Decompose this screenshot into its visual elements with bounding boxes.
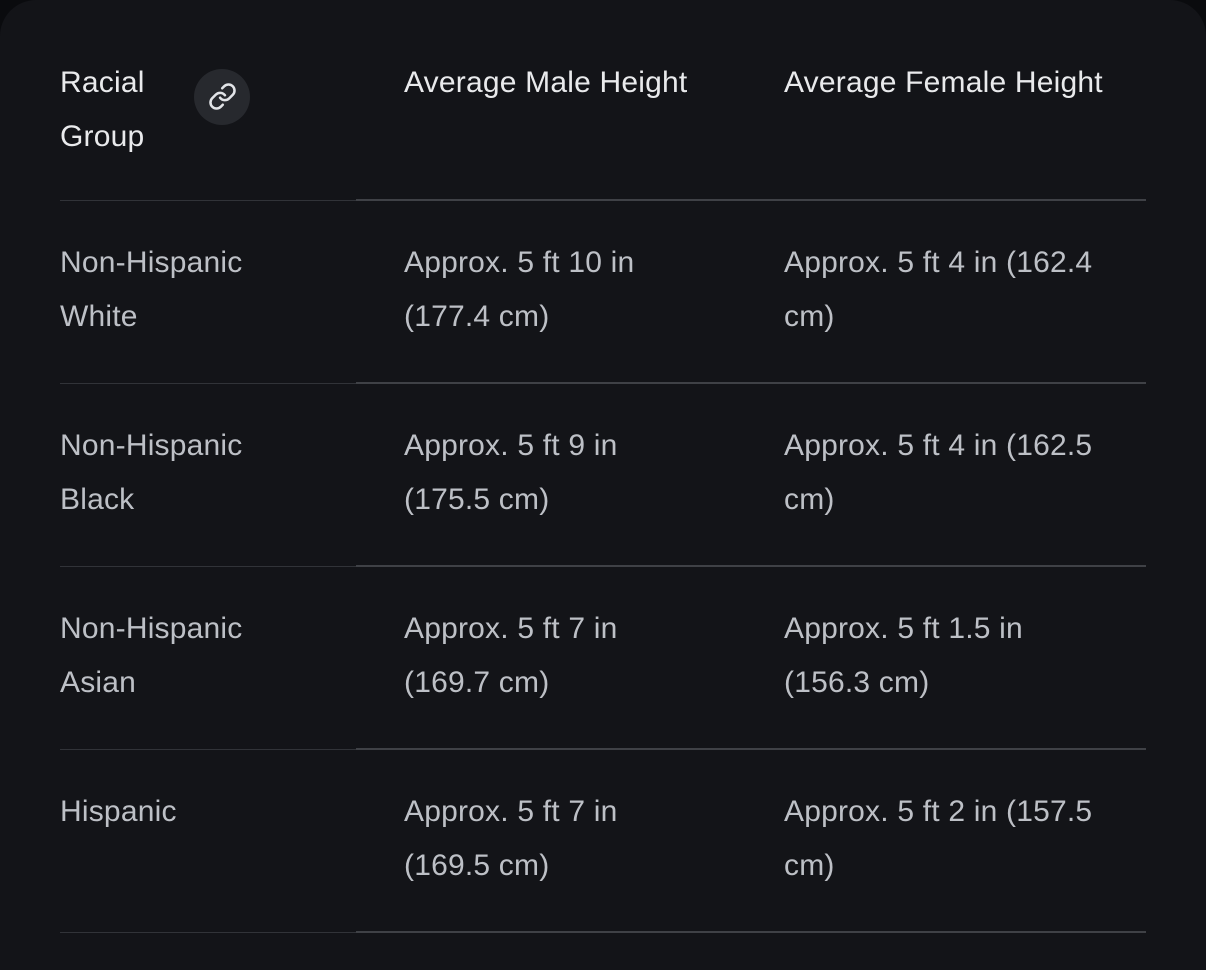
table-cell-male: Approx. 5 ft 7 in (169.7 cm) [356,567,736,750]
column-header-racial-group: Racial Group [60,0,356,201]
table-cell-group: Non-Hispanic White [60,201,356,384]
table-cell-male: Approx. 5 ft 10 in (177.4 cm) [356,201,736,384]
link-icon [208,83,236,110]
table-cell-female: Approx. 5 ft 4 in (162.5 cm) [736,384,1146,567]
column-header-male-height: Average Male Height [356,0,736,201]
table-cell-group: Hispanic [60,750,356,933]
table-cell-female: Approx. 5 ft 4 in (162.4 cm) [736,201,1146,384]
average-height-table: Racial Group Average Male Height Average… [60,0,1146,933]
table-cell-group: Non-Hispanic Asian [60,567,356,750]
source-link-button[interactable] [194,68,250,125]
column-header-label: Racial Group [60,66,145,153]
table-cell-male: Approx. 5 ft 9 in (175.5 cm) [356,384,736,567]
table-cell-female: Approx. 5 ft 1.5 in (156.3 cm) [736,567,1146,750]
column-header-female-height: Average Female Height [736,0,1146,201]
table-cell-male: Approx. 5 ft 7 in (169.5 cm) [356,750,736,933]
table-cell-group: Non-Hispanic Black [60,384,356,567]
table-cell-female: Approx. 5 ft 2 in (157.5 cm) [736,750,1146,933]
